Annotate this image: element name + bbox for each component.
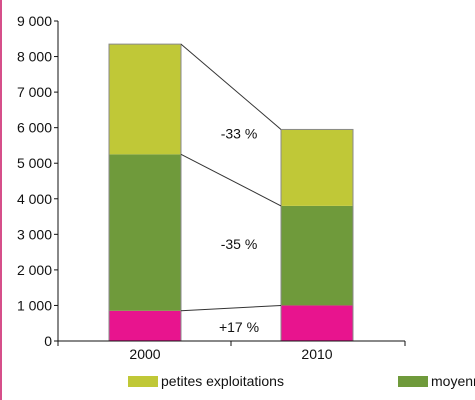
bar-segment-2010-series-0 xyxy=(281,129,353,206)
bars-layer xyxy=(108,43,354,342)
x-tick-label: 2010 xyxy=(301,346,332,362)
connector-lines-layer xyxy=(180,43,282,312)
bar-segment-2010-series-1 xyxy=(281,205,353,306)
connector-line-series-0 xyxy=(180,43,282,130)
change-annotation: -33 % xyxy=(221,125,258,141)
annotations-layer: -33 % -35 % +17 % xyxy=(219,125,259,335)
left-border xyxy=(0,0,2,400)
legend-label-0: petites exploitations xyxy=(161,373,284,389)
axes-layer: 0 1 000 2 000 3 000 4 000 5 000 6 000 7 000 8 00… xyxy=(17,13,406,362)
x-tick-label: 2000 xyxy=(129,346,160,362)
y-tick-label: 5 000 xyxy=(17,155,52,171)
connector-line-series-1 xyxy=(180,153,282,207)
legend-swatch-0 xyxy=(128,376,158,387)
legend-swatch-1 xyxy=(398,376,428,387)
change-annotation: +17 % xyxy=(219,319,259,335)
bar-segment-2000-series-0 xyxy=(109,44,181,155)
bar-segment-2000-series-2 xyxy=(109,310,181,341)
y-tick-label: 9 000 xyxy=(17,13,52,29)
y-tick-label: 6 000 xyxy=(17,120,52,136)
legend-label-1: moyennes xyxy=(431,373,475,389)
bar-segment-2010-series-2 xyxy=(281,305,353,341)
y-tick-label: 1 000 xyxy=(17,297,52,313)
y-tick-label: 4 000 xyxy=(17,191,52,207)
legend-layer: petites exploitations moyennes xyxy=(128,373,475,389)
bar-segment-2000-series-1 xyxy=(109,154,181,311)
y-tick-label: 7 000 xyxy=(17,84,52,100)
y-tick-label: 3 000 xyxy=(17,226,52,242)
connector-line-series-2 xyxy=(180,304,282,312)
y-tick-label: 2 000 xyxy=(17,262,52,278)
y-tick-label: 0 xyxy=(44,333,52,349)
change-annotation: -35 % xyxy=(221,236,258,252)
y-tick-label: 8 000 xyxy=(17,49,52,65)
